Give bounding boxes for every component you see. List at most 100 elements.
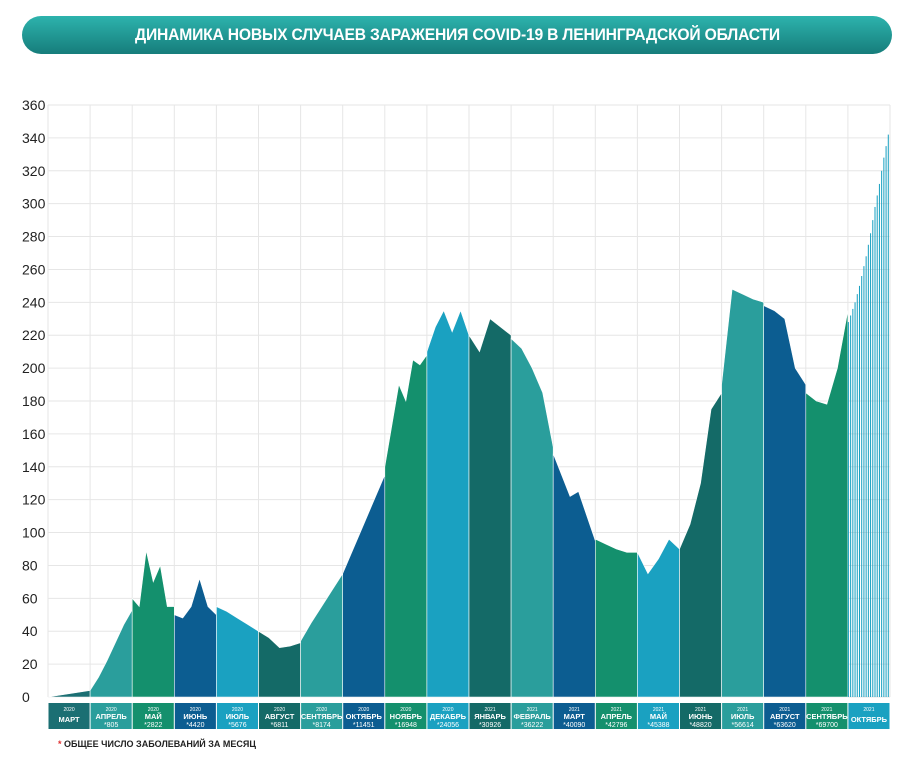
- month-name: ЯНВАРЬ: [474, 712, 506, 721]
- daily-bar: [872, 220, 874, 697]
- daily-bar: [852, 308, 854, 697]
- month-label-box: [385, 703, 427, 729]
- month-label-box: [343, 703, 385, 729]
- month-label-box: [848, 703, 890, 729]
- month-name: МАЙ: [650, 712, 667, 721]
- month-name: АВГУСТ: [265, 712, 295, 721]
- month-year: 2020: [106, 707, 117, 713]
- month-total: *36222: [521, 722, 543, 729]
- month-area-10: [468, 318, 512, 698]
- month-label-box: [806, 703, 848, 729]
- month-year: 2020: [316, 707, 327, 713]
- y-tick-label: 320: [22, 163, 46, 179]
- month-area-17: [763, 305, 807, 698]
- month-area-15: [679, 391, 722, 698]
- chart-title-bar: ДИНАМИКА НОВЫХ СЛУЧАЕВ ЗАРАЖЕНИЯ COVID-1…: [22, 16, 892, 54]
- y-axis: 0 20 40 60 80 100 120 140 160 180 200 220 240 260 280 3…: [22, 97, 46, 705]
- month-name: АВГУСТ: [770, 712, 800, 721]
- month-total: *42796: [605, 722, 627, 729]
- month-area-13: [595, 538, 638, 698]
- month-label-box: [427, 703, 469, 729]
- month-label-box: [764, 703, 806, 729]
- month-year: 2021: [611, 707, 622, 713]
- month-label-box: [259, 703, 301, 729]
- month-name: СЕНТЯБРЬ: [301, 712, 343, 721]
- daily-bar: [883, 157, 885, 698]
- month-name: ОКТЯБРЬ: [851, 715, 888, 724]
- month-label-box: [132, 703, 174, 729]
- month-year: 2020: [232, 707, 243, 713]
- month-name: ОКТЯБРЬ: [346, 712, 383, 721]
- month-area-12: [552, 453, 596, 698]
- month-total: *30926: [479, 722, 501, 729]
- month-label-box: [637, 703, 679, 729]
- month-total: *40090: [563, 722, 585, 729]
- month-name: СЕНТЯБРЬ: [806, 712, 848, 721]
- y-tick-label: 280: [22, 229, 46, 245]
- chart-title: ДИНАМИКА НОВЫХ СЛУЧАЕВ ЗАРАЖЕНИЯ COVID-1…: [134, 25, 780, 44]
- y-tick-label: 40: [22, 623, 38, 639]
- month-year: 2021: [779, 707, 790, 713]
- month-area-8: [384, 354, 428, 698]
- month-year: 2020: [190, 707, 201, 713]
- month-year: 2020: [400, 707, 411, 713]
- month-total: *4420: [186, 722, 204, 729]
- footnote-text: ОБЩЕЕ ЧИСЛО ЗАБОЛЕВАНИЙ ЗА МЕСЯЦ: [64, 739, 256, 749]
- month-total: *6811: [271, 722, 289, 729]
- month-area-16: [721, 288, 764, 698]
- month-year: 2020: [274, 707, 285, 713]
- month-area-6: [300, 572, 343, 698]
- month-total: *5676: [228, 722, 246, 729]
- daily-bar: [863, 266, 865, 697]
- daily-bar: [874, 206, 876, 697]
- x-axis-month-labels: 2020МАРТ2020АПРЕЛЬ*8052020МАЙ*28222020ИЮ…: [48, 703, 890, 729]
- month-label-box: [595, 703, 637, 729]
- month-area-9: [426, 309, 470, 698]
- month-area-11: [510, 337, 554, 698]
- month-area-14: [637, 538, 680, 698]
- month-year: 2021: [737, 707, 748, 713]
- y-tick-label: 180: [22, 393, 46, 409]
- month-area-4: [216, 606, 259, 698]
- month-year: 2020: [442, 707, 453, 713]
- month-name: ФЕВРАЛЬ: [513, 712, 551, 721]
- month-year: 2021: [653, 707, 664, 713]
- y-tick-label: 120: [22, 492, 46, 508]
- daily-bar: [881, 170, 883, 697]
- y-tick-label: 160: [22, 426, 46, 442]
- month-area-19: [847, 134, 889, 698]
- daily-bar: [878, 183, 880, 697]
- month-total: *56614: [732, 722, 754, 729]
- month-name: ИЮНЬ: [689, 712, 714, 721]
- month-label-box: [174, 703, 216, 729]
- month-year: 2021: [863, 707, 874, 713]
- y-tick-label: 220: [22, 327, 46, 343]
- month-year: 2020: [63, 707, 74, 713]
- month-name: ИЮЛЬ: [226, 712, 250, 721]
- month-total: *63620: [774, 722, 796, 729]
- month-year: 2021: [821, 707, 832, 713]
- daily-bar: [876, 195, 878, 697]
- month-year: 2021: [484, 707, 495, 713]
- month-area-2: [131, 550, 175, 698]
- daily-bar: [861, 276, 863, 697]
- month-name: ИЮНЬ: [183, 712, 208, 721]
- area-series: [47, 134, 889, 698]
- month-total: *805: [104, 722, 119, 729]
- month-name: МАРТ: [564, 712, 586, 721]
- y-tick-label: 240: [22, 294, 46, 310]
